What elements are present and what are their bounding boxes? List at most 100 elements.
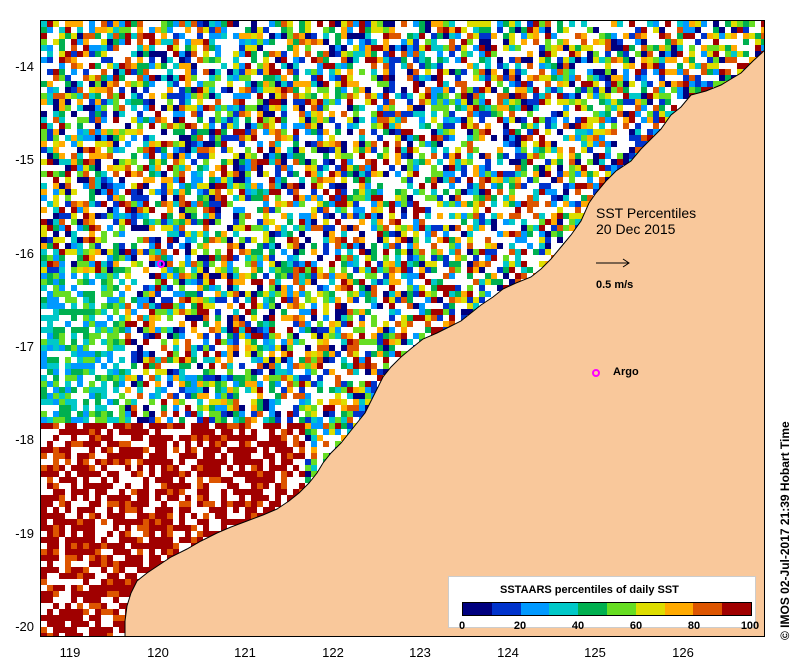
sst-pixel: [437, 285, 443, 291]
sst-pixel: [119, 135, 125, 141]
sst-pixel: [257, 411, 263, 417]
sst-pixel: [173, 105, 179, 111]
sst-pixel: [245, 87, 251, 93]
sst-pixel: [239, 93, 245, 99]
sst-pixel: [41, 555, 47, 561]
sst-pixel: [299, 357, 305, 363]
sst-pixel: [89, 351, 95, 357]
sst-pixel: [95, 411, 101, 417]
sst-pixel: [113, 141, 119, 147]
sst-pixel: [107, 75, 113, 81]
sst-pixel: [341, 309, 347, 315]
sst-pixel: [281, 153, 287, 159]
sst-pixel: [371, 159, 377, 165]
sst-pixel: [203, 93, 209, 99]
sst-pixel: [485, 255, 491, 261]
sst-pixel: [137, 357, 143, 363]
sst-pixel: [461, 291, 467, 297]
sst-pixel: [65, 423, 71, 429]
sst-pixel: [359, 129, 365, 135]
sst-pixel: [329, 351, 335, 357]
sst-pixel: [227, 201, 233, 207]
sst-pixel: [59, 399, 65, 405]
sst-pixel: [599, 33, 605, 39]
sst-pixel: [617, 153, 623, 159]
sst-pixel: [491, 69, 497, 75]
sst-pixel: [203, 339, 209, 345]
sst-pixel: [101, 177, 107, 183]
sst-map[interactable]: SST Percentiles 20 Dec 2015 0.5 m/s Argo: [40, 20, 765, 637]
sst-pixel: [113, 285, 119, 291]
sst-pixel: [317, 267, 323, 273]
sst-pixel: [71, 237, 77, 243]
sst-pixel: [113, 561, 119, 567]
sst-pixel: [221, 273, 227, 279]
sst-pixel: [125, 201, 131, 207]
sst-pixel: [359, 393, 365, 399]
sst-pixel: [149, 471, 155, 477]
sst-pixel: [473, 75, 479, 81]
sst-pixel: [77, 153, 83, 159]
sst-pixel: [149, 255, 155, 261]
sst-pixel: [215, 165, 221, 171]
sst-pixel: [65, 375, 71, 381]
sst-pixel: [233, 327, 239, 333]
sst-pixel: [323, 159, 329, 165]
sst-pixel: [545, 201, 551, 207]
sst-pixel: [227, 105, 233, 111]
sst-pixel: [311, 189, 317, 195]
sst-pixel: [389, 261, 395, 267]
sst-pixel: [305, 405, 311, 411]
sst-pixel: [107, 285, 113, 291]
sst-pixel: [215, 93, 221, 99]
sst-pixel: [227, 477, 233, 483]
sst-pixel: [287, 165, 293, 171]
sst-pixel: [107, 441, 113, 447]
sst-pixel: [131, 249, 137, 255]
sst-pixel: [149, 375, 155, 381]
sst-pixel: [275, 129, 281, 135]
sst-pixel: [323, 213, 329, 219]
sst-pixel: [53, 231, 59, 237]
sst-pixel: [329, 69, 335, 75]
sst-pixel: [323, 333, 329, 339]
sst-pixel: [41, 357, 47, 363]
sst-pixel: [113, 21, 119, 27]
sst-pixel: [89, 147, 95, 153]
sst-pixel: [347, 345, 353, 351]
sst-pixel: [677, 69, 683, 75]
sst-pixel: [167, 27, 173, 33]
sst-pixel: [305, 369, 311, 375]
sst-pixel: [95, 483, 101, 489]
sst-pixel: [377, 117, 383, 123]
sst-pixel: [323, 285, 329, 291]
sst-pixel: [515, 171, 521, 177]
sst-pixel: [239, 225, 245, 231]
sst-pixel: [221, 231, 227, 237]
sst-pixel: [539, 117, 545, 123]
sst-pixel: [191, 129, 197, 135]
sst-pixel: [629, 81, 635, 87]
sst-pixel: [203, 429, 209, 435]
sst-pixel: [431, 327, 437, 333]
sst-pixel: [353, 369, 359, 375]
sst-pixel: [83, 33, 89, 39]
sst-pixel: [251, 303, 257, 309]
sst-pixel: [527, 135, 533, 141]
sst-pixel: [203, 147, 209, 153]
sst-pixel: [101, 405, 107, 411]
sst-pixel: [299, 363, 305, 369]
sst-pixel: [413, 159, 419, 165]
sst-pixel: [761, 45, 764, 51]
sst-pixel: [521, 153, 527, 159]
sst-pixel: [707, 51, 713, 57]
sst-pixel: [491, 171, 497, 177]
sst-pixel: [311, 459, 317, 465]
sst-pixel: [293, 225, 299, 231]
sst-pixel: [41, 471, 47, 477]
sst-pixel: [413, 147, 419, 153]
sst-pixel: [467, 21, 473, 27]
sst-pixel: [59, 105, 65, 111]
sst-pixel: [329, 75, 335, 81]
sst-pixel: [167, 177, 173, 183]
